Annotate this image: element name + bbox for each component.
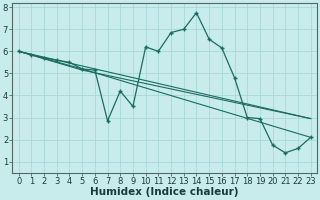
X-axis label: Humidex (Indice chaleur): Humidex (Indice chaleur) bbox=[91, 187, 239, 197]
